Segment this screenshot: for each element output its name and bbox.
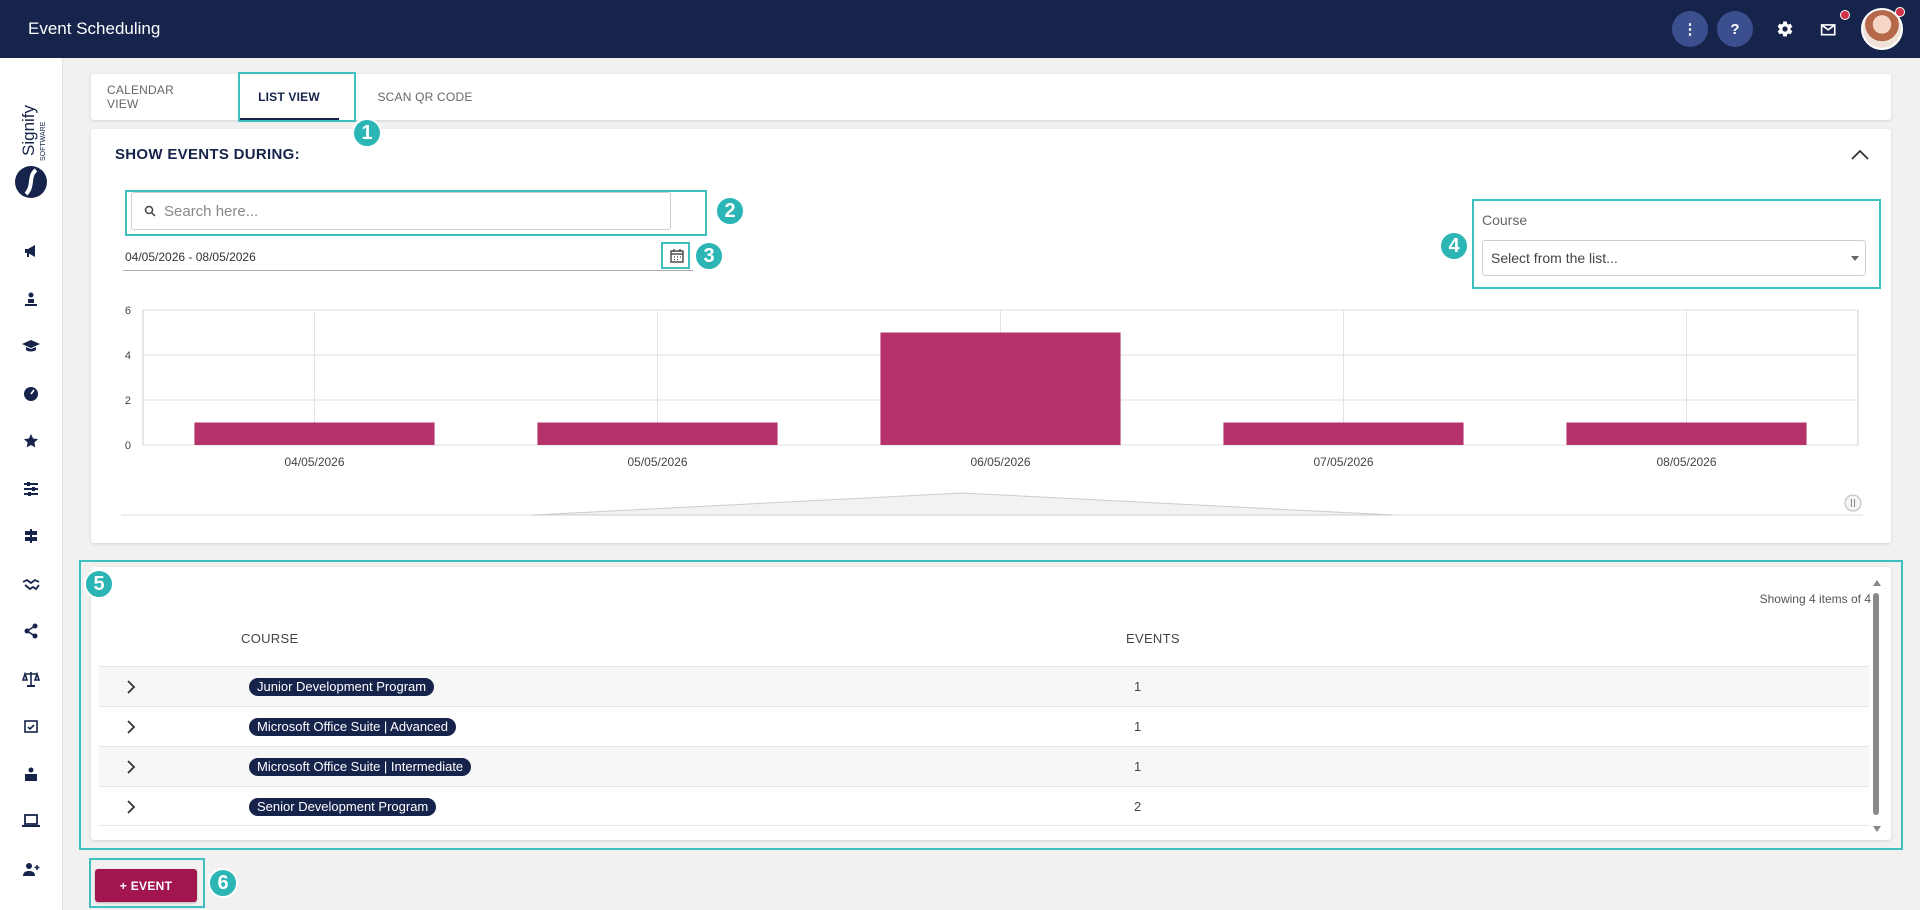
- search-icon: [144, 205, 156, 217]
- filter-panel: SHOW EVENTS DURING: 04/05/2026 - 08/05/2…: [91, 129, 1891, 543]
- bar: [194, 422, 435, 445]
- range-navigator-shape: [532, 492, 1394, 516]
- annotation-badge: 6: [208, 868, 238, 898]
- logo-text: Signify: [19, 104, 38, 156]
- chevron-right-icon[interactable]: [123, 758, 139, 776]
- tab-calendar-view[interactable]: CALENDAR VIEW: [107, 83, 174, 111]
- scrollbar-thumb[interactable]: [1873, 593, 1879, 815]
- chevron-right-icon[interactable]: [123, 798, 139, 816]
- more-vertical-icon[interactable]: ⋮: [1672, 11, 1708, 47]
- course-label: Course: [1482, 212, 1528, 228]
- course-select-value: Select from the list...: [1491, 250, 1618, 266]
- annotation-badge: 2: [715, 196, 745, 226]
- view-tabs: CALENDAR VIEW LIST VIEW SCAN QR CODE: [91, 74, 1891, 120]
- dashboard-gauge-icon[interactable]: [20, 383, 42, 405]
- table-row[interactable]: Microsoft Office Suite | Advanced 1: [99, 706, 1869, 746]
- share-network-icon[interactable]: [20, 620, 42, 642]
- add-event-button[interactable]: + EVENT: [95, 869, 197, 902]
- top-actions: ⋮ ?: [1672, 0, 1920, 58]
- top-bar: Event Scheduling ⋮ ?: [0, 0, 1920, 58]
- x-tick-label: 05/05/2026: [627, 455, 687, 469]
- tab-list-view[interactable]: LIST VIEW: [239, 74, 339, 120]
- logo-subtext: SOFTWARE: [40, 121, 47, 161]
- filter-title: SHOW EVENTS DURING:: [115, 146, 300, 163]
- caret-down-icon: [1851, 256, 1859, 261]
- search-input[interactable]: [164, 202, 644, 220]
- star-icon[interactable]: [20, 430, 42, 452]
- chevron-right-icon[interactable]: [123, 678, 139, 696]
- briefcase-user-icon[interactable]: [20, 763, 42, 785]
- event-count: 1: [1134, 679, 1142, 694]
- x-tick-label: 07/05/2026: [1313, 455, 1373, 469]
- date-range-field[interactable]: 04/05/2026 - 08/05/2026: [123, 243, 693, 271]
- course-list: Showing 4 items of 4 COURSE EVENTS Junio…: [91, 567, 1891, 840]
- user-add-icon[interactable]: [20, 858, 42, 880]
- table-row[interactable]: Senior Development Program 2: [99, 786, 1869, 826]
- y-tick-label: 2: [125, 395, 131, 407]
- notification-dot: [1895, 7, 1905, 17]
- gear-icon[interactable]: [1767, 11, 1803, 47]
- items-count: Showing 4 items of 4: [1759, 592, 1871, 606]
- signpost-icon[interactable]: [20, 525, 42, 547]
- course-badge: Senior Development Program: [249, 798, 437, 816]
- chevron-up-icon[interactable]: [1849, 145, 1871, 165]
- table-row[interactable]: Microsoft Office Suite | Intermediate 1: [99, 746, 1869, 786]
- course-badge: Microsoft Office Suite | Intermediate: [249, 758, 472, 776]
- tab-scan-qr-code[interactable]: SCAN QR CODE: [377, 90, 473, 104]
- handshake-icon[interactable]: [20, 573, 42, 595]
- range-handle-right[interactable]: [1844, 494, 1862, 512]
- event-count: 1: [1134, 719, 1142, 734]
- course-select[interactable]: Select from the list...: [1482, 240, 1866, 276]
- graduation-cap-icon[interactable]: [20, 335, 42, 357]
- megaphone-icon[interactable]: [20, 240, 42, 262]
- y-tick-label: 0: [125, 440, 131, 452]
- y-tick-label: 6: [125, 305, 131, 317]
- search-field: [131, 192, 671, 230]
- bar: [537, 422, 778, 445]
- annotation-badge: 5: [84, 569, 114, 599]
- course-badge: Junior Development Program: [249, 678, 435, 696]
- event-count-chart: 0 2 4 6 04/05/2026 05/05/2026 06/05/2026 07/05/…: [121, 305, 1863, 516]
- annotation-badge: 1: [352, 118, 382, 148]
- annotation-badge: 3: [694, 241, 724, 271]
- x-tick-label: 04/05/2026: [284, 455, 344, 469]
- calendar-icon[interactable]: [665, 245, 689, 267]
- notification-dot: [1840, 10, 1850, 20]
- sidebar: Signify SOFTWARE: [0, 58, 63, 910]
- help-icon[interactable]: ?: [1717, 11, 1753, 47]
- scale-icon[interactable]: [20, 668, 42, 690]
- bar: [880, 332, 1121, 445]
- avatar[interactable]: [1861, 7, 1905, 50]
- scroll-up-arrow-icon[interactable]: [1873, 580, 1881, 586]
- x-tick-label: 08/05/2026: [1656, 455, 1716, 469]
- scroll-down-arrow-icon[interactable]: [1873, 826, 1881, 832]
- y-tick-label: 4: [125, 350, 131, 362]
- laptop-icon[interactable]: [20, 810, 42, 832]
- bar: [1223, 422, 1464, 445]
- chevron-right-icon[interactable]: [123, 718, 139, 736]
- course-badge: Microsoft Office Suite | Advanced: [249, 718, 457, 736]
- calendar-check-icon[interactable]: [20, 715, 42, 737]
- annotation-badge: 4: [1439, 231, 1469, 261]
- signify-logo[interactable]: Signify SOFTWARE: [12, 86, 52, 201]
- column-header-events: EVENTS: [1126, 631, 1180, 646]
- list-scrollbar[interactable]: [1870, 580, 1884, 832]
- event-count: 2: [1134, 799, 1142, 814]
- app-title: Event Scheduling: [28, 19, 161, 38]
- presenter-icon[interactable]: [20, 288, 42, 310]
- table-row[interactable]: Junior Development Program 1: [99, 666, 1869, 706]
- event-count: 1: [1134, 759, 1142, 774]
- column-header-course: COURSE: [241, 631, 299, 646]
- sliders-icon[interactable]: [20, 478, 42, 500]
- x-tick-label: 06/05/2026: [970, 455, 1030, 469]
- bar: [1566, 422, 1807, 445]
- mail-notification-icon[interactable]: [1811, 10, 1850, 47]
- date-range-value: 04/05/2026 - 08/05/2026: [125, 249, 256, 264]
